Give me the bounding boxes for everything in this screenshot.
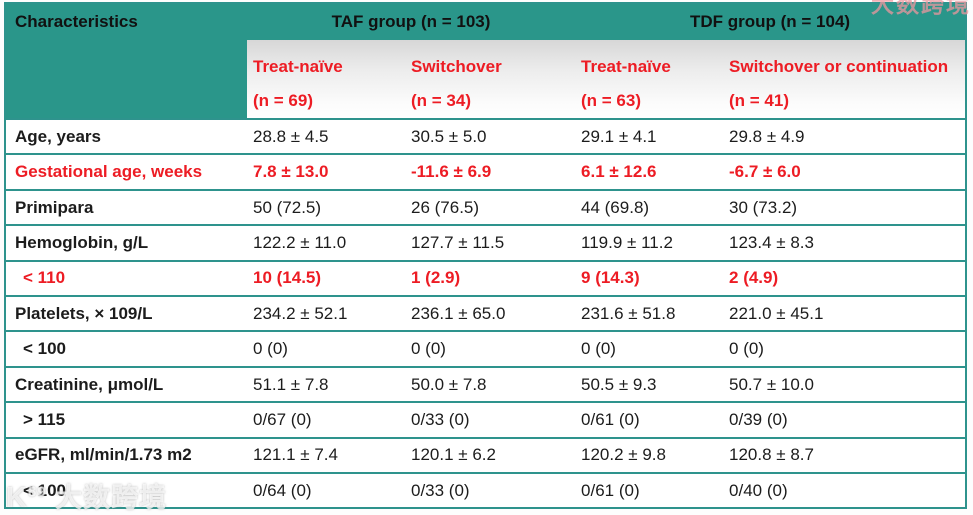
subcol-n: (n = 34) — [411, 91, 471, 110]
group-header-tdf: TDF group (n = 104) — [575, 4, 966, 40]
cell-value: 9 (14.3) — [575, 259, 724, 297]
cell-value: 127.7 ± 11.5 — [405, 224, 576, 261]
cell-value: 0 (0) — [723, 330, 966, 367]
row-label: < 100 — [6, 330, 247, 367]
cell-value: 236.1 ± 65.0 — [405, 295, 576, 332]
cell-value: 119.9 ± 11.2 — [575, 224, 724, 261]
group-header-taf: TAF group (n = 103) — [247, 4, 576, 40]
cell-value: 50 (72.5) — [247, 188, 405, 226]
table-row: < 110 10 (14.5) 1 (2.9) 9 (14.3) 2 (4.9) — [6, 259, 966, 297]
row-label: Age, years — [6, 117, 247, 155]
cell-value: 120.2 ± 9.8 — [575, 436, 724, 474]
table-row: < 100 0/64 (0) 0/33 (0) 0/61 (0) 0/40 (0) — [6, 472, 966, 507]
cell-value: 120.1 ± 6.2 — [405, 436, 576, 474]
cell-value: 50.0 ± 7.8 — [405, 365, 576, 403]
table-row: Gestational age, weeks 7.8 ± 13.0 -11.6 ± … — [6, 153, 966, 190]
cell-value: 10 (14.5) — [247, 259, 405, 297]
cell-value: 0 (0) — [575, 330, 724, 367]
cell-value: 0/40 (0) — [723, 472, 966, 507]
cell-value: 44 (69.8) — [575, 188, 724, 226]
table-row: Creatinine, μmol/L 51.1 ± 7.8 50.0 ± 7.8 50… — [6, 365, 966, 403]
cell-value: 0/33 (0) — [405, 401, 576, 438]
subgroup-header-row: Treat-naïve (n = 69) Switchover (n = 34)… — [6, 40, 966, 119]
subcol-tdf-treat-naive: Treat-naïve (n = 63) — [575, 40, 724, 119]
row-label: < 100 — [6, 472, 247, 507]
table-row: < 100 0 (0) 0 (0) 0 (0) 0 (0) — [6, 330, 966, 367]
subcol-tdf-switchover: Switchover or continuation (n = 41) — [723, 40, 966, 119]
row-label: Primipara — [6, 188, 247, 226]
cell-value: 0/67 (0) — [247, 401, 405, 438]
cell-value: 231.6 ± 51.8 — [575, 295, 724, 332]
cell-value: 120.8 ± 8.7 — [723, 436, 966, 474]
cell-value: 7.8 ± 13.0 — [247, 153, 405, 190]
table-row: Primipara 50 (72.5) 26 (76.5) 44 (69.8) 30 (… — [6, 188, 966, 226]
cell-value: 122.2 ± 11.0 — [247, 224, 405, 261]
table-row: Age, years 28.8 ± 4.5 30.5 ± 5.0 29.1 ± 4.1… — [6, 117, 966, 155]
table-row: Platelets, × 109/L 234.2 ± 52.1 236.1 ± 65… — [6, 295, 966, 332]
cell-value: 0/39 (0) — [723, 401, 966, 438]
cell-value: 234.2 ± 52.1 — [247, 295, 405, 332]
cell-value: -6.7 ± 6.0 — [723, 153, 966, 190]
cell-value: 51.1 ± 7.8 — [247, 365, 405, 403]
subcol-name: Treat-naïve — [581, 57, 671, 76]
cell-value: 2 (4.9) — [723, 259, 966, 297]
table-header: Characteristics TAF group (n = 103) TDF … — [6, 4, 966, 119]
subcol-name: Treat-naïve — [253, 57, 343, 76]
cell-value: 121.1 ± 7.4 — [247, 436, 405, 474]
cell-value: 123.4 ± 8.3 — [723, 224, 966, 261]
characteristics-header-cell: Characteristics — [6, 4, 247, 119]
table-row: > 115 0/67 (0) 0/33 (0) 0/61 (0) 0/39 (0) — [6, 401, 966, 438]
subcol-name: Switchover — [411, 57, 502, 76]
cell-value: 28.8 ± 4.5 — [247, 117, 405, 155]
cell-value: 50.7 ± 10.0 — [723, 365, 966, 403]
cell-value: 221.0 ± 45.1 — [723, 295, 966, 332]
table-row: Hemoglobin, g/L 122.2 ± 11.0 127.7 ± 11.5 1… — [6, 224, 966, 261]
cell-value: 0 (0) — [247, 330, 405, 367]
data-table: Characteristics TAF group (n = 103) TDF … — [6, 4, 966, 507]
cell-value: 0/33 (0) — [405, 472, 576, 507]
cell-value: 0/61 (0) — [575, 472, 724, 507]
row-label: < 110 — [6, 259, 247, 297]
table-body: Age, years 28.8 ± 4.5 30.5 ± 5.0 29.1 ± 4.1… — [6, 117, 966, 507]
cell-value: 0/64 (0) — [247, 472, 405, 507]
table-row: eGFR, ml/min/1.73 m2 121.1 ± 7.4 120.1 ± 6… — [6, 436, 966, 474]
group-header-row: Characteristics TAF group (n = 103) TDF … — [6, 4, 966, 119]
subcol-n: (n = 63) — [581, 91, 642, 110]
row-label: Creatinine, μmol/L — [6, 365, 247, 403]
row-label: Gestational age, weeks — [6, 153, 247, 190]
row-label: eGFR, ml/min/1.73 m2 — [6, 436, 247, 474]
cell-value: 26 (76.5) — [405, 188, 576, 226]
cell-value: 29.1 ± 4.1 — [575, 117, 724, 155]
cell-value: 0/61 (0) — [575, 401, 724, 438]
row-label: Platelets, × 109/L — [6, 295, 247, 332]
row-label: > 115 — [6, 401, 247, 438]
subcol-n: (n = 69) — [253, 91, 313, 110]
cell-value: 1 (2.9) — [405, 259, 576, 297]
cell-value: -11.6 ± 6.9 — [405, 153, 576, 190]
subcol-taf-treat-naive: Treat-naïve (n = 69) — [247, 40, 405, 119]
cell-value: 29.8 ± 4.9 — [723, 117, 966, 155]
characteristics-table: Characteristics TAF group (n = 103) TDF … — [4, 2, 967, 509]
row-label: Hemoglobin, g/L — [6, 224, 247, 261]
cell-value: 30.5 ± 5.0 — [405, 117, 576, 155]
cell-value: 50.5 ± 9.3 — [575, 365, 724, 403]
cell-value: 6.1 ± 12.6 — [575, 153, 724, 190]
subcol-name: Switchover or continuation — [729, 57, 949, 76]
subcol-n: (n = 41) — [729, 91, 790, 110]
subcol-taf-switchover: Switchover (n = 34) — [405, 40, 576, 119]
cell-value: 30 (73.2) — [723, 188, 966, 226]
cell-value: 0 (0) — [405, 330, 576, 367]
